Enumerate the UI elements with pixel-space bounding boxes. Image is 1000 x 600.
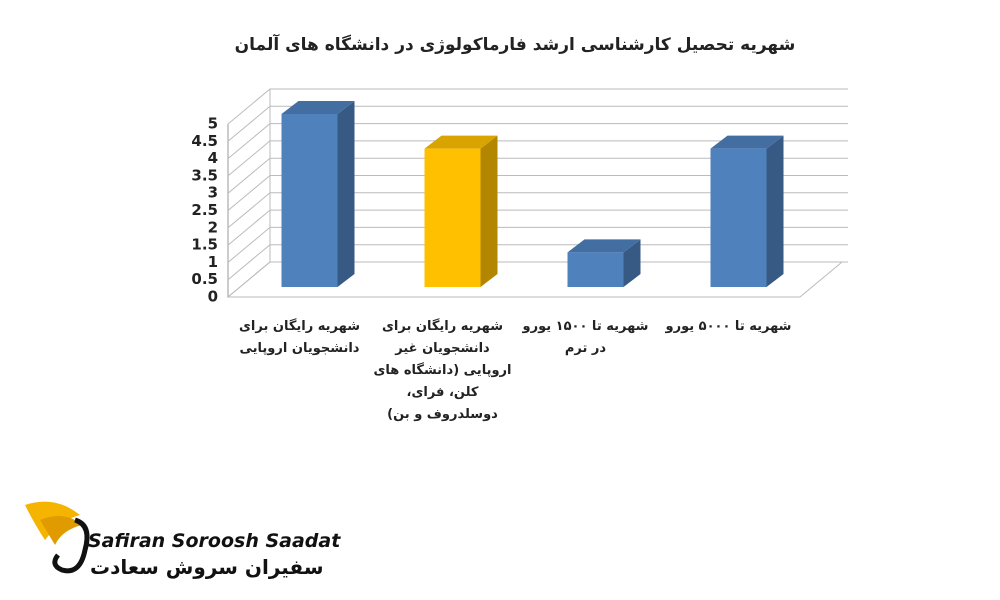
x-tick-label: شهریه تا ۵۰۰۰ یورو [665,319,792,334]
logo-latin: Safiran Soroosh Saadat [88,530,341,552]
bar-top [281,101,355,114]
grid-line [227,157,848,194]
logo-icon [25,501,90,574]
y-tick-label: 4 [208,149,218,167]
bar-side [623,239,641,287]
bar-front [281,114,338,287]
y-tick-label: 2.5 [191,201,218,219]
bar-side [766,135,784,287]
x-tick-label: شهریه رایگان برای دانشجویان اروپایی [239,319,360,356]
bar-side [337,101,355,287]
bar-front [567,252,624,287]
y-tick-label: 4.5 [191,132,218,150]
bar-front [710,148,767,287]
x-tick-label: شهریه تا ۱۵۰۰ یورو در ترم [522,319,649,356]
bar-top [424,135,498,149]
grid-line [227,261,848,298]
bar-top [567,239,641,253]
y-tick-label: 2 [208,218,218,236]
chart-title: شهریه تحصیل کارشناسی ارشد فارماکولوژی در… [235,33,796,55]
bar-top [710,135,784,149]
grid-line [227,209,848,246]
y-tick-label: 3 [208,184,218,202]
grid-line [227,175,848,211]
bar [424,135,498,287]
bar [567,239,641,287]
y-tick-label: 0.5 [191,270,218,288]
y-tick-label: 0 [208,288,218,306]
bar [710,135,784,287]
bar-front [424,148,481,287]
y-tick-label: 3.5 [191,166,218,184]
x-tick-label: شهریه رایگان برای دانشجویان غیر اروپایی … [373,319,512,422]
y-tick-label: 5 [208,115,218,133]
bar-side [480,135,498,287]
grid-line [227,244,848,281]
y-tick-label: 1 [208,253,218,271]
bar [281,101,355,287]
grid-line [227,88,848,125]
logo-persian: سفیران سروش سعادت [90,555,324,579]
grid-line [227,123,848,159]
grid-line [227,140,848,177]
y-tick-label: 1.5 [191,236,218,254]
grid-line [227,226,848,263]
grid-line [227,105,848,142]
grid-line [227,192,848,229]
